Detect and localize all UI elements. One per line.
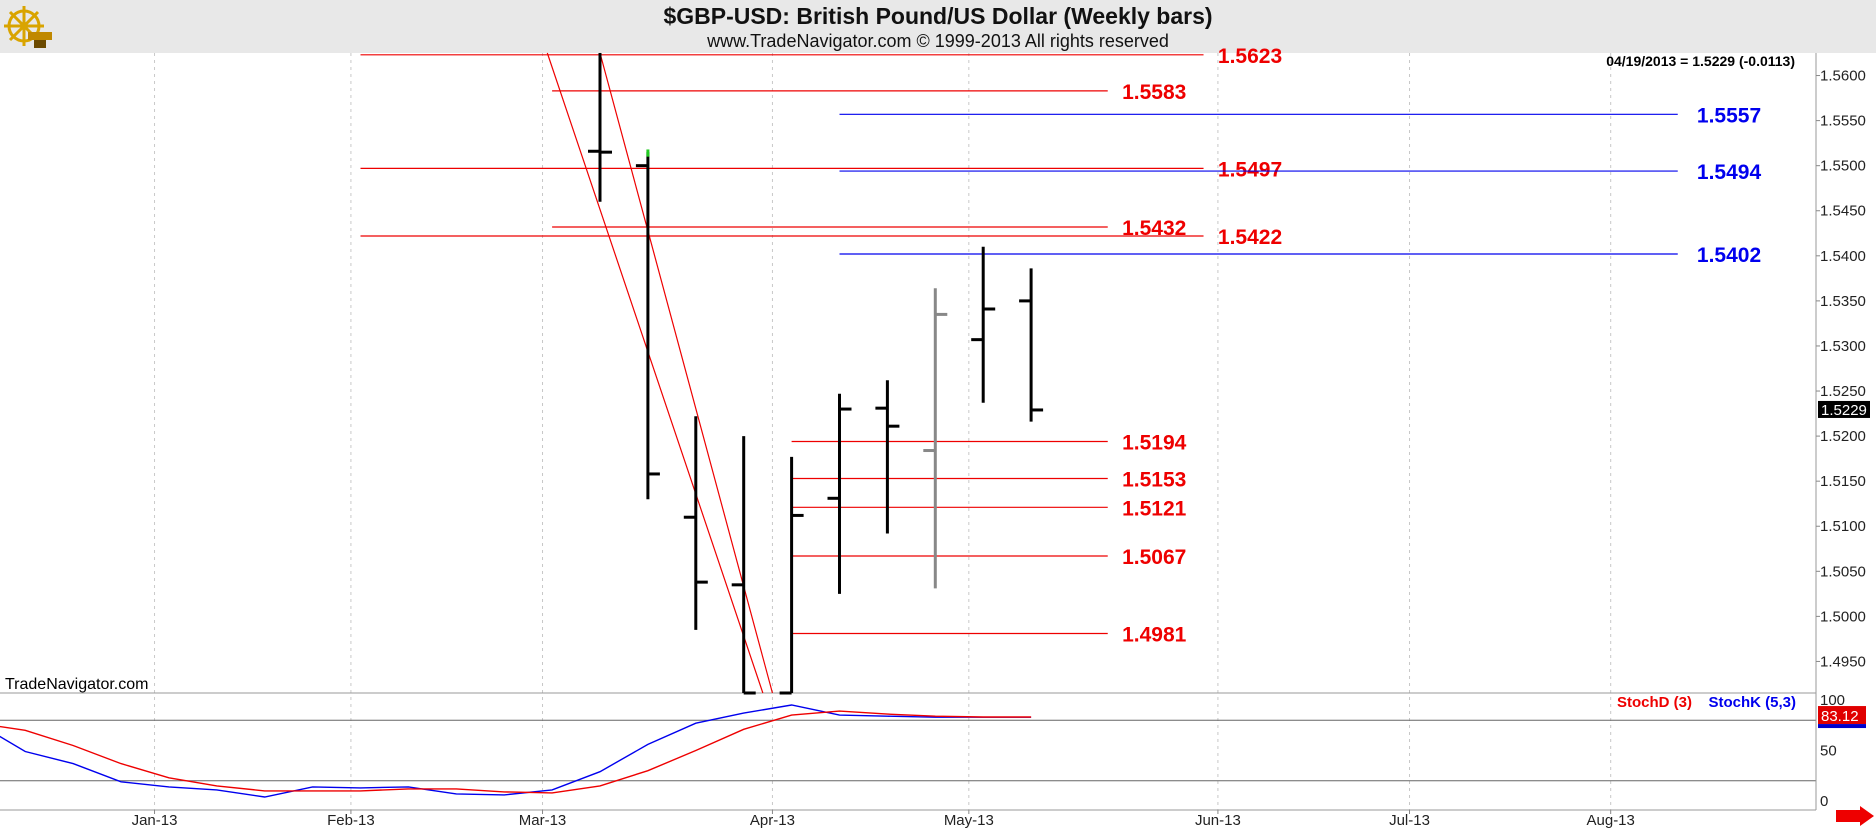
time-tick-label: Mar-13 (519, 812, 567, 828)
level-label: 1.5402 (1697, 244, 1761, 267)
right-arrow-icon[interactable] (1836, 806, 1874, 826)
level-label: 1.5494 (1697, 161, 1762, 184)
stochastic-lines (0, 704, 1032, 798)
trend-lines (546, 52, 774, 694)
price-tick-label: 1.4950 (1820, 653, 1866, 670)
price-tick-label: 1.5050 (1820, 563, 1866, 580)
stoch-tick-label: 50 (1820, 743, 1837, 760)
stoch-tick-label: 100 (1820, 692, 1845, 709)
time-tick-label: Jun-13 (1195, 812, 1241, 828)
level-label: 1.5497 (1218, 158, 1282, 181)
time-tick-label: Aug-13 (1587, 812, 1635, 828)
ohlc-bar (683, 416, 708, 630)
chart-copyright: www.TradeNavigator.com © 1999-2013 All r… (707, 31, 1169, 51)
level-label: 1.5194 (1122, 432, 1187, 455)
price-tick-label: 1.5250 (1820, 383, 1866, 400)
time-tick-label: Feb-13 (327, 812, 375, 828)
ohlc-bar (827, 393, 852, 594)
level-lines: 1.5623 1.5583 1.5557 1.5497 1.5494 1.5432 1.54… (360, 45, 1762, 647)
level-label: 1.5432 (1122, 217, 1186, 240)
price-tick-label: 1.5150 (1820, 473, 1866, 490)
time-tick-label: Apr-13 (750, 812, 795, 828)
stoch-k-line (0, 704, 1032, 798)
last-price-label: 1.5229 (1821, 402, 1867, 419)
stochastic-panel (0, 692, 1816, 811)
level-label: 1.5153 (1122, 468, 1186, 491)
time-tick-label: May-13 (944, 812, 994, 828)
price-tick-label: 1.5300 (1820, 338, 1866, 355)
ohlc-bar (731, 436, 756, 695)
time-tick-label: Jan-13 (132, 812, 178, 828)
level-label: 1.5623 (1218, 45, 1282, 68)
price-tick-label: 1.5200 (1820, 428, 1866, 445)
price-tick-label: 1.5550 (1820, 113, 1866, 130)
trend-line (546, 52, 764, 694)
stoch-d-legend: StochD (3) (1617, 694, 1692, 711)
grid-lines (154, 53, 1612, 810)
stoch-d-line (0, 710, 1032, 794)
level-label: 1.5121 (1122, 497, 1187, 520)
stoch-k-value-strip (1818, 724, 1866, 729)
price-tick-label: 1.5600 (1820, 68, 1866, 85)
level-label: 1.5583 (1122, 81, 1186, 104)
stoch-value-label: 83.12 (1821, 708, 1859, 725)
stoch-tick-label: 0 (1820, 793, 1828, 810)
price-tick-label: 1.5100 (1820, 518, 1866, 535)
price-tick-label: 1.5500 (1820, 158, 1866, 175)
price-tick-label: 1.5450 (1820, 203, 1866, 220)
ohlc-bar (635, 152, 660, 500)
stoch-value-box (1818, 706, 1866, 725)
ohlc-bar (971, 246, 996, 403)
last-price-box (1818, 400, 1870, 418)
stoch-k-legend: StochK (5,3) (1708, 694, 1796, 711)
level-label: 1.5557 (1697, 104, 1761, 127)
watermark-text: TradeNavigator.com (5, 676, 148, 693)
chart-labels: 04/19/2013 = 1.5229 (-0.0113) TradeNavig… (5, 53, 1796, 711)
level-label: 1.5422 (1218, 226, 1282, 249)
level-label: 1.4981 (1122, 624, 1187, 647)
ohlc-bar (875, 380, 900, 534)
price-tick-label: 1.5000 (1820, 608, 1866, 625)
level-label: 1.5067 (1122, 546, 1186, 569)
trend-line (599, 52, 774, 694)
chart-header: $GBP-USD: British Pound/US Dollar (Weekl… (0, 0, 1876, 53)
price-bars (588, 53, 1044, 695)
price-tick-label: 1.5400 (1820, 248, 1866, 265)
ship-wheel-logo-icon (4, 6, 52, 48)
chart-title: $GBP-USD: British Pound/US Dollar (Weekl… (663, 3, 1213, 29)
ohlc-bar (588, 53, 612, 202)
ohlc-bar (779, 456, 804, 695)
price-readout: 04/19/2013 = 1.5229 (-0.0113) (1606, 53, 1795, 69)
price-tick-label: 1.5350 (1820, 293, 1866, 310)
axes: 1.4950 1.5000 1.5050 1.5100 1.5150 1.5200 1.52… (132, 53, 1874, 828)
time-tick-label: Jul-13 (1389, 812, 1430, 828)
ohlc-bar (1019, 268, 1044, 422)
ohlc-bar (923, 288, 948, 589)
